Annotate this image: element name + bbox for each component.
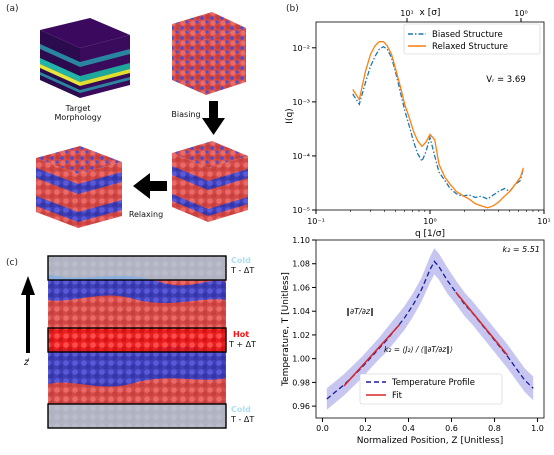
x-tick-label: 10⁰	[423, 217, 436, 226]
biasing-arrow	[202, 101, 225, 135]
target-morphology-label: Target Morphology	[54, 104, 102, 122]
relaxed-structure-cube	[36, 146, 122, 228]
legend-box	[403, 23, 541, 55]
panel-label-b: (b)	[286, 4, 299, 14]
top-tick-label: 10¹	[400, 9, 413, 18]
cold-bottom-temp: T - ΔT	[231, 415, 255, 424]
z-axis-label: z⃗	[24, 358, 29, 368]
temperature-chart: 0.0 0.2 0.4 0.6 0.8 1.0 0.96 0.98 1.00 1.02 1.04 1.…	[281, 236, 545, 446]
x-tick-label: 10¹	[537, 217, 550, 226]
biasing-label: Biasing	[171, 110, 201, 119]
legend-label: Temperature Profile	[391, 378, 475, 388]
vr-annotation: Vᵣ = 3.69	[486, 75, 525, 85]
cold-top-label: Cold	[231, 256, 251, 265]
fit-line	[455, 291, 509, 356]
series-line-0	[352, 45, 525, 200]
panel-label-a: (a)	[6, 4, 19, 14]
x-tick-label: 0.6	[445, 424, 458, 433]
scattering-chart: 10⁻¹ 10⁰ 10¹ 10⁻⁵ 10⁻⁴ 10⁻³ 10⁻² 10¹ 10⁰ x [σ] q […	[285, 8, 551, 239]
top-axis-label: x [σ]	[420, 8, 441, 18]
cold-top-temp: T - ΔT	[231, 266, 255, 275]
gradient-annotation: ‖∂T/∂z‖	[346, 307, 374, 316]
hot-region	[47, 327, 227, 353]
y-axis-label: I(q)	[285, 108, 295, 123]
uncertainty-band	[326, 248, 534, 410]
random-structure-cube	[172, 12, 246, 95]
y-tick-label: 10⁻²	[292, 44, 310, 53]
x-tick-label: 0.4	[402, 424, 415, 433]
y-tick-label: 1.10	[292, 236, 310, 245]
z-axis-arrow	[21, 276, 35, 353]
relaxing-arrow	[133, 173, 167, 199]
y-tick-label: 1.08	[292, 260, 310, 269]
x-tick-label: 1.0	[531, 424, 544, 433]
relaxing-label: Relaxing	[128, 210, 164, 219]
top-tick-label: 10⁰	[514, 9, 527, 18]
legend-label: Biased Structure	[432, 30, 503, 40]
y-tick-label: 1.02	[292, 331, 310, 340]
biased-structure-cube	[172, 141, 248, 222]
hot-temp: T + ΔT	[229, 340, 257, 349]
y-tick-label: 1.04	[292, 307, 310, 316]
cold-bottom-region	[47, 403, 227, 429]
x-axis-label: q [1/σ]	[415, 229, 445, 239]
series-line-1	[352, 40, 525, 209]
x-axis-label: Normalized Position, Z [Unitless]	[357, 436, 503, 446]
legend-label: Relaxed Structure	[432, 42, 508, 52]
y-tick-label: 1.00	[292, 355, 310, 364]
y-tick-label: 0.98	[292, 378, 310, 387]
hot-label: Hot	[233, 330, 250, 339]
x-tick-label: 0.0	[316, 424, 329, 433]
x-tick-label: 10⁻¹	[307, 217, 325, 226]
cold-top-region	[47, 255, 227, 281]
legend-label: Fit	[392, 391, 403, 401]
target-morphology-cube	[40, 18, 130, 98]
legend-box	[359, 373, 503, 405]
kz-annotation: k₂ = 5.51	[503, 245, 540, 254]
y-axis-label: Temperature, T [Unitless]	[281, 272, 291, 387]
y-tick-label: 10⁻⁴	[292, 152, 310, 161]
y-tick-label: 10⁻⁵	[292, 206, 310, 215]
y-tick-label: 0.96	[292, 402, 310, 411]
y-tick-label: 1.06	[292, 283, 310, 292]
cold-bottom-label: Cold	[231, 405, 251, 414]
y-tick-label: 10⁻³	[292, 98, 310, 107]
x-tick-label: 0.8	[488, 424, 501, 433]
kz-formula: k₂ = ⟨J₂⟩ / ⟨‖∂T/∂z‖⟩	[384, 345, 453, 354]
x-tick-label: 0.2	[359, 424, 372, 433]
slab-simulation	[47, 255, 227, 429]
fit-line	[343, 323, 401, 387]
panel-label-c: (c)	[6, 258, 18, 268]
